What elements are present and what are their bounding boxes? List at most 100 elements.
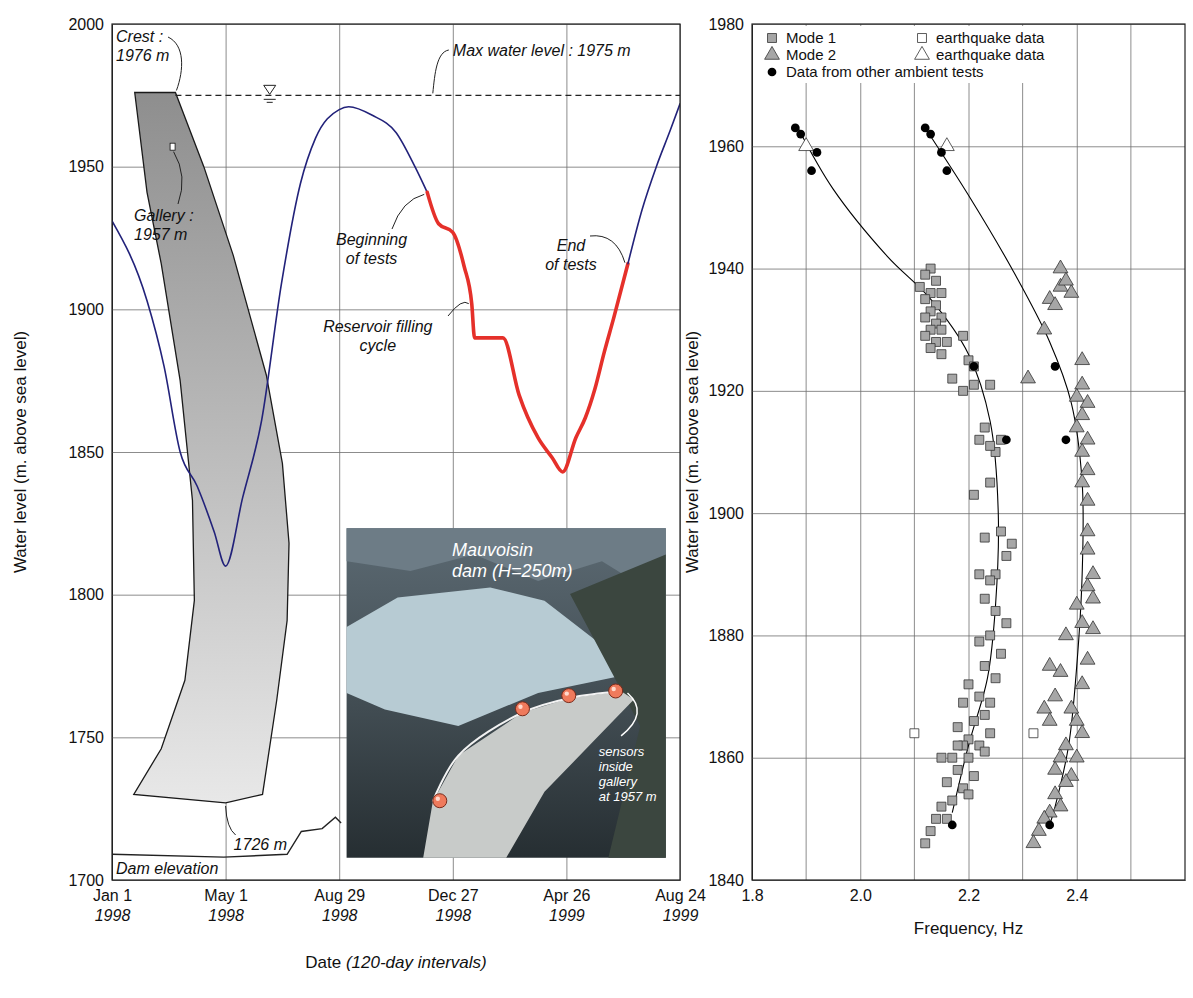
sensor-highlight — [518, 705, 522, 709]
point — [1037, 321, 1052, 334]
legend-marker — [915, 46, 930, 59]
legend-label: Mode 1 — [786, 29, 836, 46]
text-line: 1998 — [322, 907, 358, 924]
point — [1053, 260, 1068, 273]
legend-background — [761, 26, 1049, 83]
sensor — [515, 702, 529, 716]
point — [937, 753, 946, 762]
sensor — [433, 794, 447, 808]
point — [1007, 539, 1016, 548]
y-tick-label: 1960 — [708, 138, 744, 155]
y-tick-label: 1920 — [708, 382, 744, 399]
point — [1064, 284, 1079, 297]
point — [980, 662, 989, 671]
text-line: Crest : — [116, 28, 163, 45]
text-line: Reservoir filling — [323, 318, 432, 335]
point — [1053, 798, 1068, 811]
point — [910, 729, 919, 738]
point — [1026, 835, 1041, 848]
point — [799, 138, 814, 151]
point — [953, 765, 962, 774]
text-line: End — [557, 237, 587, 254]
point — [1069, 712, 1084, 725]
legend-item: earthquake data — [918, 29, 1046, 46]
point — [980, 710, 989, 719]
y-tick-label: 1850 — [68, 444, 104, 461]
text-line: Aug 24 — [655, 887, 706, 904]
point — [986, 380, 995, 389]
point — [1059, 627, 1074, 640]
point — [997, 527, 1006, 536]
minor-grid-line — [1130, 24, 1131, 880]
point — [1075, 443, 1090, 456]
x-tick-label: Dec 271998 — [428, 887, 479, 924]
plot-frame — [112, 24, 680, 880]
text-line: Date — [305, 953, 346, 972]
water-symbol — [264, 99, 276, 102]
x-tick-label: 2.0 — [850, 887, 872, 904]
point — [948, 374, 957, 383]
text-line: May 1 — [204, 887, 248, 904]
x-tick-label: 2.4 — [1066, 887, 1088, 904]
y-tick: 1850 — [68, 444, 680, 461]
photo-inset: Mauvoisindam (H=250m) sensorsinsidegaller… — [347, 528, 666, 858]
text-line: Dec 27 — [428, 887, 479, 904]
point — [948, 753, 957, 762]
point — [959, 698, 968, 707]
point — [1080, 578, 1095, 591]
y-tick-label: 1750 — [68, 729, 104, 746]
point — [1080, 541, 1095, 554]
text-line: dam (H=250m) — [452, 561, 573, 581]
point — [813, 148, 822, 157]
point — [1075, 615, 1090, 628]
y-tick-label: 1940 — [708, 260, 744, 277]
point — [921, 270, 930, 279]
point — [953, 723, 962, 732]
point — [1042, 657, 1057, 670]
text-line: gallery — [599, 774, 639, 789]
point — [926, 344, 935, 353]
point — [986, 631, 995, 640]
grid-line — [752, 269, 1185, 270]
point — [926, 827, 935, 836]
photo-dam-crest — [433, 691, 621, 801]
water-level-line — [427, 192, 628, 472]
text-line: (120-day intervals) — [346, 953, 487, 972]
point — [975, 435, 984, 444]
photo-caption: sensorsinsidegalleryat 1957 m — [599, 744, 657, 804]
point — [986, 576, 995, 585]
point — [964, 680, 973, 689]
leader-line — [621, 693, 637, 736]
fit-curve — [925, 128, 1083, 825]
y-axis-title: Water level (m. above sea level) — [683, 331, 702, 573]
point — [1048, 688, 1063, 701]
point — [1080, 492, 1095, 505]
text-line: of tests — [346, 250, 398, 267]
text-line: Mauvoisin — [452, 540, 533, 560]
point — [1059, 737, 1074, 750]
water-level-line — [628, 104, 680, 264]
annotation: Max water level : 1975 m — [453, 42, 631, 59]
y-tick-label: 1840 — [708, 872, 744, 889]
legend-item: earthquake data — [915, 46, 1045, 63]
legend-label: Mode 2 — [786, 46, 836, 63]
text-line: sensors — [599, 744, 645, 759]
text-line: Gallery : — [134, 207, 194, 224]
grid-line — [969, 24, 970, 880]
legend-item: Mode 1 — [768, 29, 837, 46]
point — [937, 148, 946, 157]
point — [1048, 761, 1063, 774]
text-line: Dam elevation — [116, 860, 218, 877]
point — [1042, 712, 1057, 725]
y-tick: 1920 — [708, 382, 1185, 399]
point — [1002, 619, 1011, 628]
annotation: Reservoir fillingcycle — [323, 318, 432, 354]
annotations: Crest :1976 mGallery :1957 mMax water le… — [116, 28, 631, 877]
y-tick-label: 1860 — [708, 749, 744, 766]
point — [932, 814, 941, 823]
point — [986, 478, 995, 487]
text-line: Apr 26 — [543, 887, 590, 904]
point — [969, 362, 978, 371]
point — [1069, 749, 1084, 762]
point — [921, 313, 930, 322]
